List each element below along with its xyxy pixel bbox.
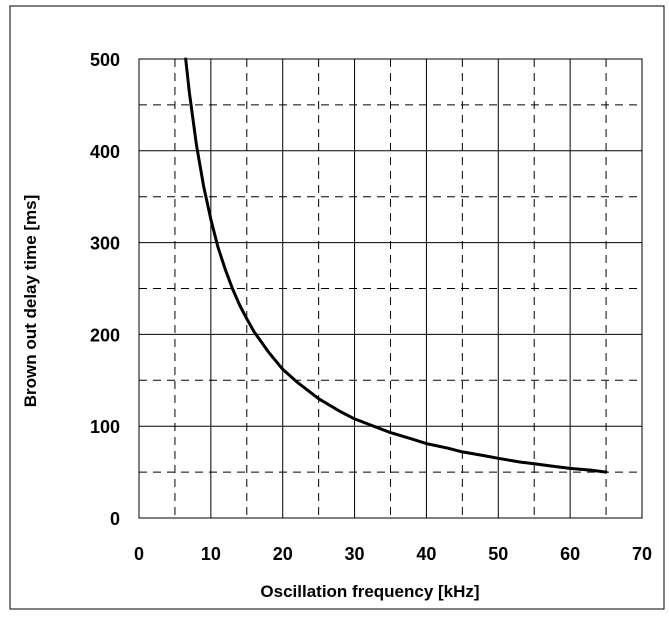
major-grid: [139, 59, 642, 518]
chart-border: [9, 5, 665, 610]
x-tick-label: 60: [560, 544, 580, 564]
y-tick-labels: 0 100 200 300 400 500: [90, 50, 120, 529]
plot-area: [138, 58, 643, 519]
minor-grid: [139, 59, 642, 518]
y-tick-label: 300: [90, 234, 120, 254]
y-tick-label: 0: [110, 509, 120, 529]
x-tick-labels: 0 10 20 30 40 50 60 70: [134, 544, 652, 564]
x-tick-label: 30: [345, 544, 365, 564]
x-tick-label: 10: [201, 544, 221, 564]
series-line: [184, 57, 608, 474]
x-tick-label: 0: [134, 544, 144, 564]
x-tick-label: 20: [273, 544, 293, 564]
x-tick-label: 40: [416, 544, 436, 564]
y-tick-label: 200: [90, 325, 120, 345]
x-tick-label: 70: [632, 544, 652, 564]
y-axis-title: Brown out delay time [ms]: [21, 195, 40, 408]
y-tick-label: 500: [90, 50, 120, 70]
series-group: [184, 57, 608, 474]
y-tick-label: 400: [90, 142, 120, 162]
x-tick-label: 50: [488, 544, 508, 564]
y-tick-label: 100: [90, 417, 120, 437]
x-axis-title: Oscillation frequency [kHz]: [260, 582, 479, 601]
